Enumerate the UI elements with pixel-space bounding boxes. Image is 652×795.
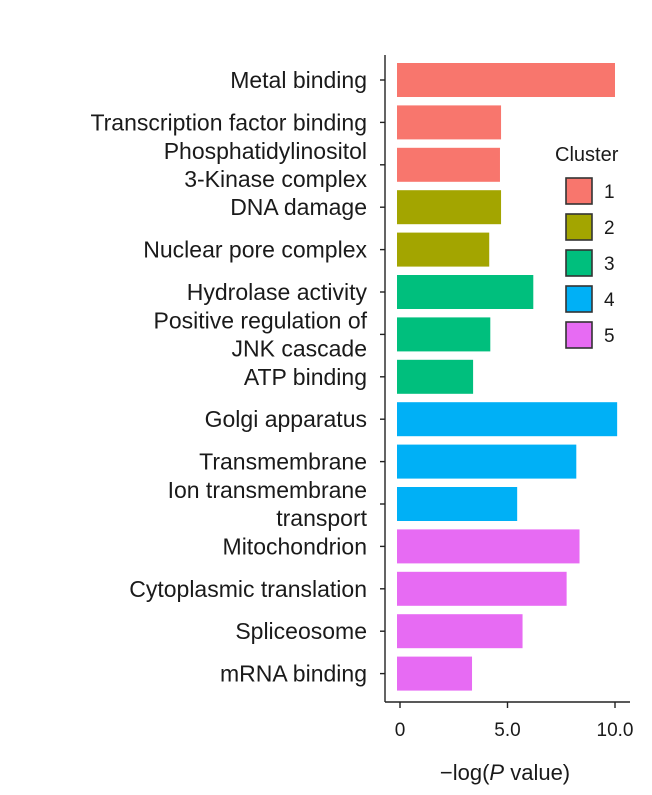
- bar: [397, 656, 473, 691]
- category-label: DNA damage: [230, 194, 367, 220]
- legend-swatch: [565, 213, 593, 241]
- category-label: Golgi apparatus: [205, 406, 367, 432]
- bar: [397, 190, 502, 225]
- bar: [397, 63, 615, 97]
- category-label: Cytoplasmic translation: [129, 576, 367, 602]
- category-label: Mitochondrion: [223, 533, 367, 559]
- legend-swatch: [565, 177, 593, 205]
- legend: Cluster 1 2 3 4 5: [555, 144, 619, 349]
- legend-label: 3: [604, 254, 615, 275]
- category-label: Nuclear pore complex: [143, 237, 367, 263]
- category-label: Positive regulation of: [153, 307, 367, 333]
- bar: [397, 359, 474, 394]
- category-label: Phosphatidylinositol: [164, 138, 367, 164]
- x-axis-title: −log(P value): [440, 760, 570, 785]
- bars-layer: [397, 63, 618, 691]
- legend-title: Cluster: [555, 144, 619, 166]
- legend-swatch: [565, 285, 593, 313]
- bar: [397, 529, 580, 564]
- category-label: transport: [276, 505, 367, 531]
- category-label: Metal binding: [230, 67, 367, 93]
- category-labels: Metal binding Transcription factor bindin…: [90, 67, 367, 687]
- bar: [397, 571, 567, 606]
- legend-swatch: [565, 249, 593, 277]
- category-label: Ion transmembrane: [168, 477, 367, 503]
- category-label: Transmembrane: [199, 449, 367, 475]
- category-label: JNK cascade: [231, 335, 367, 361]
- category-label: ATP binding: [244, 364, 367, 390]
- x-tick-label: 10.0: [597, 720, 634, 741]
- x-tick-label: 0: [395, 720, 406, 741]
- bar: [397, 317, 491, 352]
- bar: [397, 402, 618, 437]
- category-label: Transcription factor binding: [90, 109, 367, 135]
- legend-label: 1: [604, 182, 615, 203]
- x-tick-label: 5.0: [494, 720, 520, 741]
- legend-label: 2: [604, 218, 615, 239]
- bar: [397, 487, 518, 521]
- legend-swatch: [565, 321, 593, 349]
- bar: [397, 105, 502, 140]
- x-axis-ticks: 0 5.0 10.0: [395, 702, 634, 741]
- bar: [397, 275, 534, 309]
- category-label: Spliceosome: [235, 618, 367, 644]
- bar: [397, 232, 490, 267]
- category-label: mRNA binding: [220, 661, 367, 687]
- legend-label: 5: [604, 326, 615, 347]
- bar: [397, 444, 577, 479]
- bar: [397, 614, 523, 649]
- category-label: 3-Kinase complex: [184, 166, 367, 192]
- legend-label: 4: [604, 290, 615, 311]
- category-label: Hydrolase activity: [187, 279, 368, 305]
- bar: [397, 147, 500, 182]
